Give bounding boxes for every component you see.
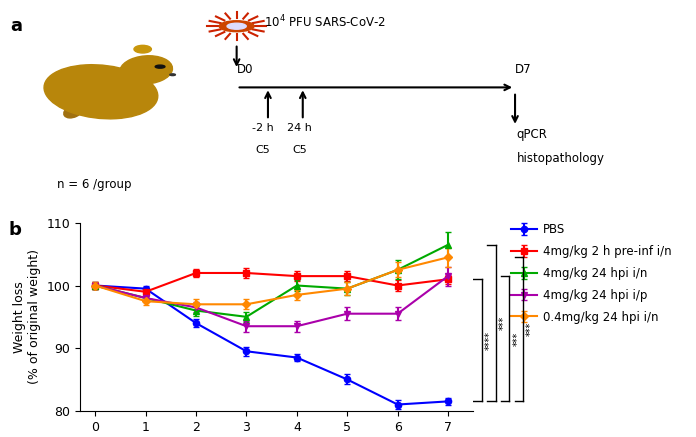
Ellipse shape bbox=[64, 105, 82, 118]
Text: ***: *** bbox=[498, 316, 508, 330]
Text: b: b bbox=[8, 221, 21, 239]
Text: D0: D0 bbox=[237, 63, 253, 76]
Text: ***: *** bbox=[526, 322, 536, 336]
Text: C5: C5 bbox=[255, 145, 271, 155]
Text: -2 h: -2 h bbox=[252, 123, 274, 133]
Text: C5: C5 bbox=[292, 145, 307, 155]
Ellipse shape bbox=[134, 45, 151, 53]
Y-axis label: Weight loss
(% of original weight): Weight loss (% of original weight) bbox=[13, 250, 41, 384]
Text: ****: **** bbox=[484, 331, 494, 350]
Legend: PBS, 4mg/kg 2 h pre-inf i/n, 4mg/kg 24 hpi i/n, 4mg/kg 24 hpi i/p, 0.4mg/kg 24 h: PBS, 4mg/kg 2 h pre-inf i/n, 4mg/kg 24 h… bbox=[511, 223, 671, 323]
Text: D7: D7 bbox=[515, 63, 532, 76]
Circle shape bbox=[227, 23, 246, 29]
Ellipse shape bbox=[44, 65, 158, 119]
Circle shape bbox=[170, 74, 175, 76]
Circle shape bbox=[155, 65, 165, 68]
Text: n = 6 /group: n = 6 /group bbox=[56, 178, 132, 191]
Text: a: a bbox=[10, 17, 22, 35]
Ellipse shape bbox=[120, 56, 173, 84]
Ellipse shape bbox=[104, 104, 126, 117]
Text: 24 h: 24 h bbox=[287, 123, 312, 133]
Text: histopathology: histopathology bbox=[516, 152, 604, 165]
Text: qPCR: qPCR bbox=[516, 128, 547, 141]
Text: 10$^4$ PFU SARS-CoV-2: 10$^4$ PFU SARS-CoV-2 bbox=[264, 14, 386, 30]
Text: ***: *** bbox=[512, 332, 522, 346]
Circle shape bbox=[219, 21, 254, 32]
